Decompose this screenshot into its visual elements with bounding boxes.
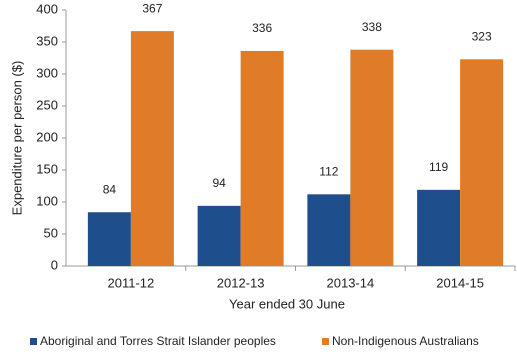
bar — [130, 31, 174, 267]
bar — [350, 49, 394, 267]
data-label: 338 — [362, 20, 382, 34]
x-tick-label: 2014-15 — [436, 275, 484, 290]
y-tick-label: 50 — [44, 225, 58, 240]
data-label: 119 — [429, 160, 448, 174]
y-tick-label: 200 — [36, 129, 58, 144]
y-tick-label: 150 — [36, 161, 58, 176]
y-tick-label: 300 — [36, 65, 58, 80]
data-label: 112 — [319, 164, 338, 178]
data-label: 84 — [103, 182, 117, 196]
data-label: 323 — [472, 29, 492, 43]
legend-label: Non-Indigenous Australians — [332, 334, 479, 348]
y-axis-title: Expenditure per person ($) — [9, 61, 24, 216]
bar — [460, 59, 504, 266]
legend-swatch — [30, 338, 37, 345]
y-tick-label: 0 — [51, 257, 58, 272]
bar — [197, 205, 241, 266]
bar — [417, 189, 461, 266]
y-tick-label: 350 — [36, 33, 58, 48]
data-label: 367 — [142, 1, 162, 15]
data-label: 94 — [212, 176, 226, 190]
bar — [307, 194, 351, 266]
data-label: 336 — [252, 21, 272, 35]
x-tick-label: 2011-12 — [108, 275, 155, 290]
legend-label: Aboriginal and Torres Strait Islander pe… — [40, 334, 276, 348]
y-tick-label: 250 — [36, 97, 58, 112]
x-tick-label: 2013-14 — [327, 275, 375, 290]
x-tick-label: 2012-13 — [217, 275, 265, 290]
y-tick-label: 100 — [36, 193, 58, 208]
legend-swatch — [322, 338, 329, 345]
bar — [240, 50, 284, 267]
x-axis-title: Year ended 30 June — [229, 296, 345, 311]
bar — [87, 212, 131, 266]
y-tick-label: 400 — [36, 1, 58, 16]
